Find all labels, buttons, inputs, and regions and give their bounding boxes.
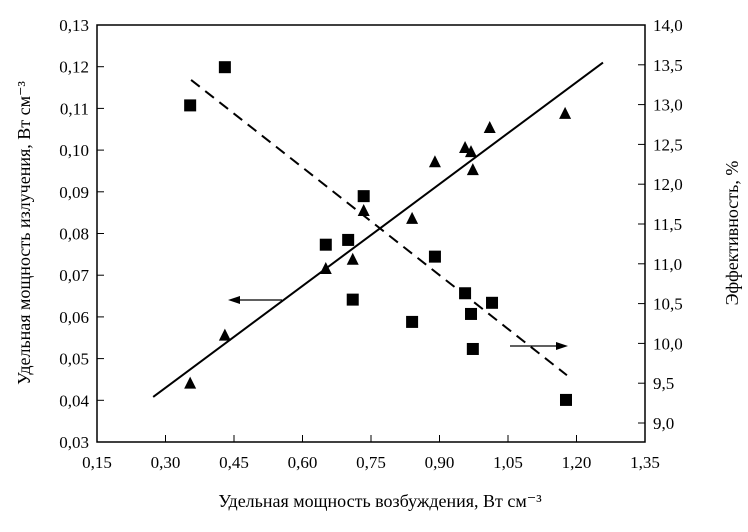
efficiency-point: [184, 99, 197, 112]
y-axis-label: Удельная мощность излучения, Вт см⁻³: [14, 80, 34, 384]
x-tick-label: 1,05: [493, 453, 523, 472]
efficiency-point: [465, 307, 478, 320]
y-right-tick-label: 14,0: [653, 16, 683, 35]
y-tick-label: 0,11: [60, 99, 89, 118]
efficiency-point: [346, 293, 359, 306]
y-right-tick-label: 11,5: [653, 215, 682, 234]
y-right-tick-label: 11,0: [653, 255, 682, 274]
efficiency-point: [486, 296, 499, 309]
y-tick-label: 0,08: [59, 225, 89, 244]
x-tick-label: 0,45: [219, 453, 249, 472]
x-axis-label: Удельная мощность возбуждения, Вт см⁻³: [218, 491, 542, 511]
plot-frame: [96, 24, 646, 443]
efficiency-point: [218, 61, 231, 74]
y-tick-label: 0,03: [59, 433, 89, 452]
power-point: [465, 145, 478, 158]
power-point: [218, 328, 231, 341]
power-fit-line: [152, 61, 604, 398]
y-tick-label: 0,10: [59, 141, 89, 160]
power-point: [406, 211, 419, 224]
y-tick-label: 0,12: [59, 58, 89, 77]
power-point: [184, 376, 197, 389]
y-right-tick-label: 13,5: [653, 56, 683, 75]
power-point: [483, 120, 496, 133]
y-right-tick-label: 10,0: [653, 334, 683, 353]
efficiency-point: [342, 233, 355, 246]
y-right-tick-label: 10,5: [653, 295, 683, 314]
x-tick-label: 1,20: [562, 453, 592, 472]
x-tick-label: 0,30: [151, 453, 181, 472]
efficiency-point: [319, 238, 332, 251]
y-tick-label: 0,06: [59, 308, 89, 327]
y-tick-label: 0,07: [59, 266, 89, 285]
x-tick-label: 0,60: [288, 453, 318, 472]
y-right-tick-label: 12,0: [653, 175, 683, 194]
power-point: [466, 163, 479, 176]
x-tick-label: 1,35: [630, 453, 660, 472]
power-point: [559, 106, 572, 119]
efficiency-point: [357, 190, 370, 203]
efficiency-point: [466, 342, 479, 355]
power-point: [459, 141, 472, 154]
y-right-tick-label: 13,0: [653, 96, 683, 115]
y-tick-label: 0,05: [59, 350, 89, 369]
power-point: [428, 155, 441, 168]
power-point: [357, 203, 370, 216]
power-point: [346, 252, 359, 265]
y-tick-label: 0,13: [59, 16, 89, 35]
efficiency-point: [459, 287, 472, 300]
efficiency-fit-line: [190, 79, 568, 377]
efficiency-point: [428, 250, 441, 263]
y-tick-label: 0,04: [59, 391, 89, 410]
y-axis-right-label: Эффективность, %: [722, 161, 742, 306]
x-tick-label: 0,90: [425, 453, 455, 472]
y-tick-label: 0,09: [59, 183, 89, 202]
efficiency-point: [406, 315, 419, 328]
efficiency-point: [559, 393, 572, 406]
y-right-tick-label: 12,5: [653, 135, 683, 154]
right-arrow-head: [556, 342, 568, 350]
y-right-tick-label: 9,5: [653, 374, 674, 393]
y-right-tick-label: 9,0: [653, 414, 674, 433]
x-tick-label: 0,15: [82, 453, 112, 472]
x-tick-label: 0,75: [356, 453, 386, 472]
left-arrow-head: [228, 296, 240, 304]
